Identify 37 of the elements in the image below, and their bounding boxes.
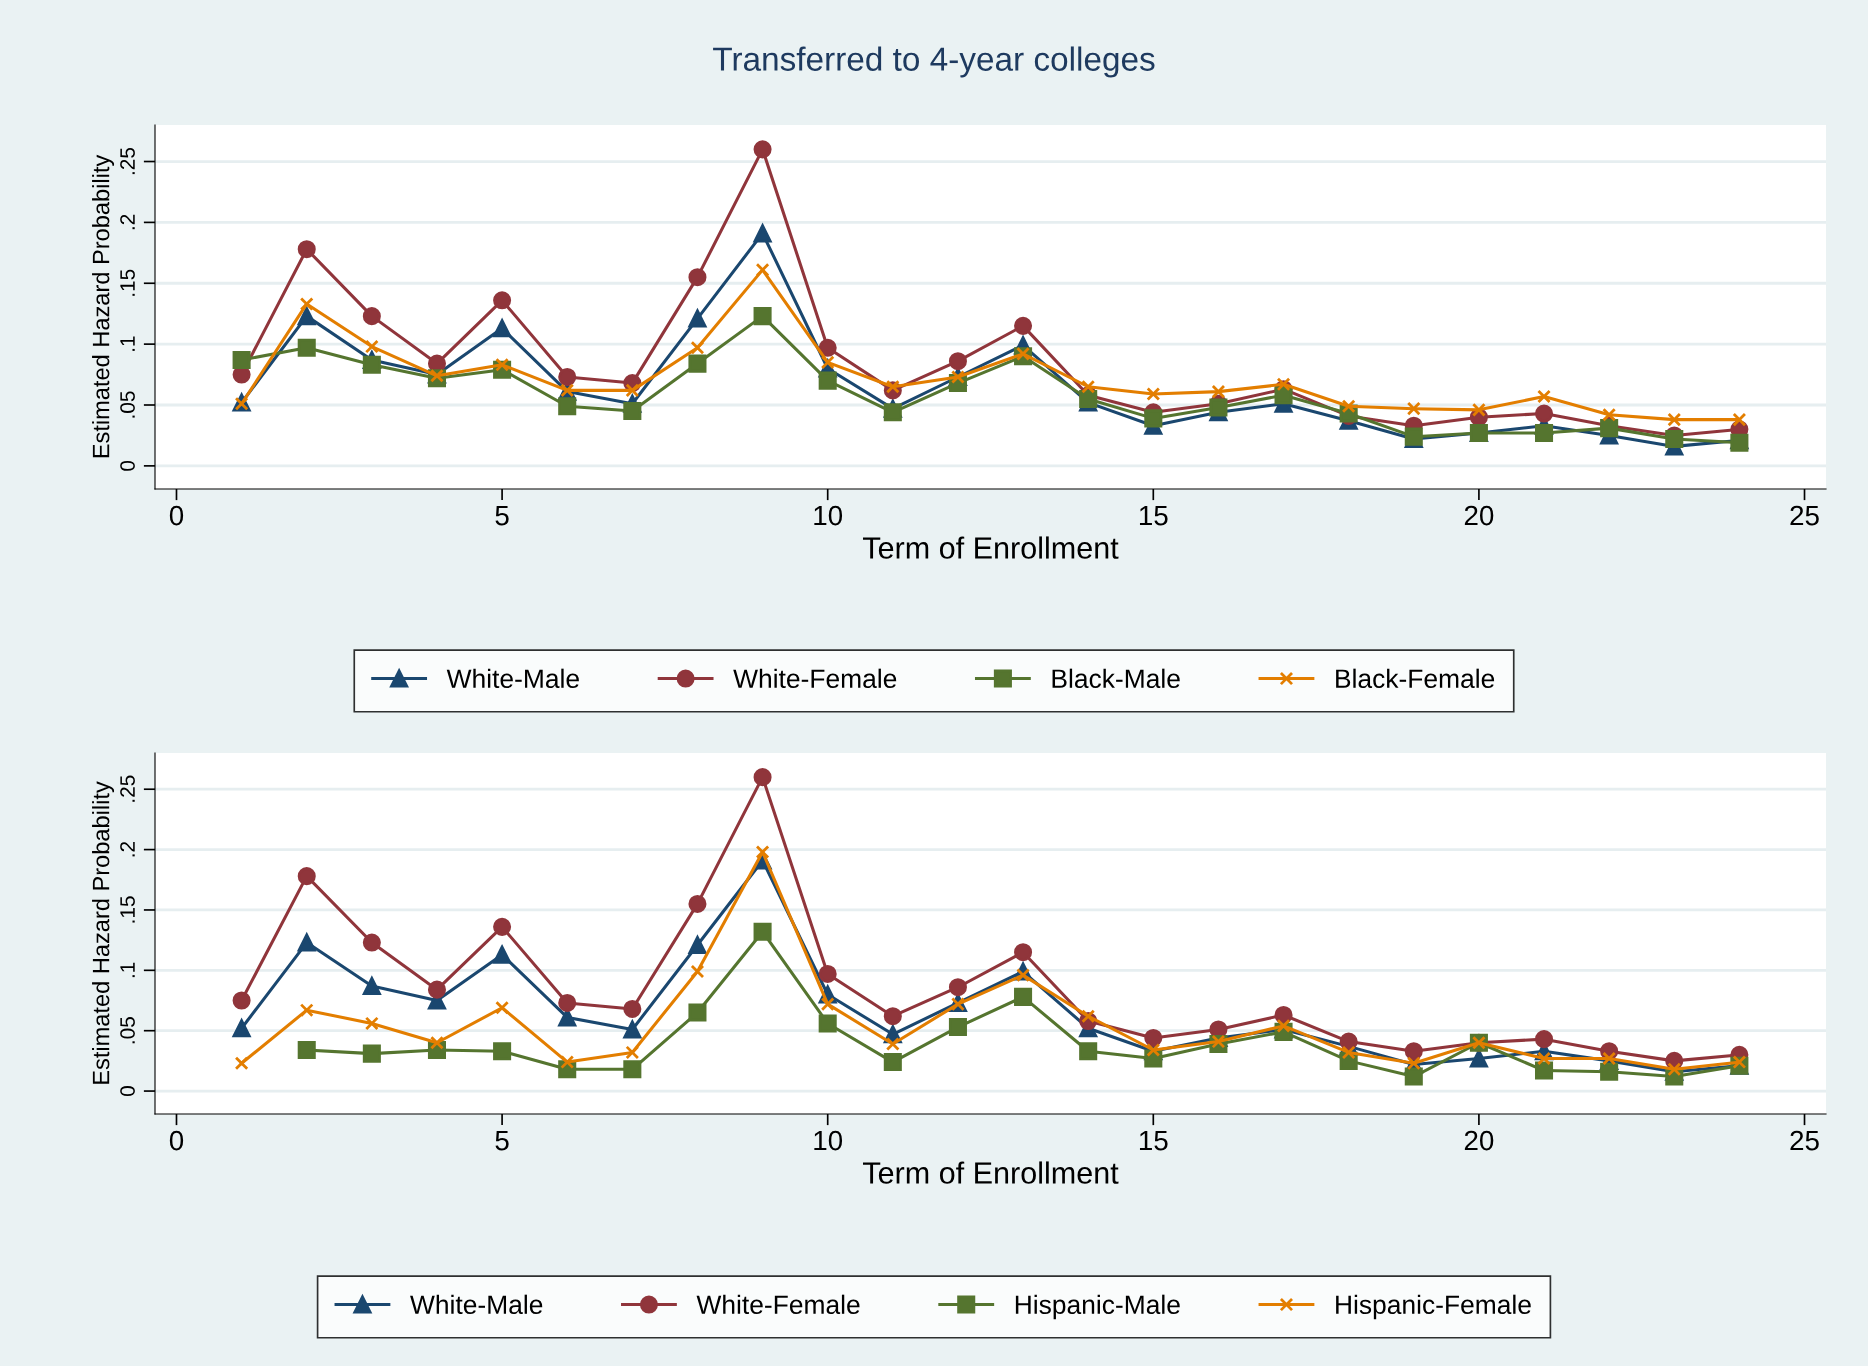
y-tick-label: .2 <box>120 841 135 857</box>
legend-label: Black-Female <box>1336 668 1495 689</box>
legend-label: Hispanic-Female <box>1336 1294 1531 1320</box>
legend-label: White-Male <box>446 668 579 689</box>
x-tick-label: 0 <box>169 505 184 526</box>
y-tick-label: .05 <box>120 1017 135 1044</box>
x-tick-label: 5 <box>495 1130 509 1151</box>
y-tick-label: .1 <box>120 962 135 978</box>
y-tick-label: .15 <box>120 896 135 923</box>
x-tick-label: 25 <box>1790 505 1819 526</box>
x-tick-label: 15 <box>1139 505 1168 526</box>
y-tick-label: .1 <box>120 336 135 351</box>
x-tick-label: 20 <box>1464 505 1494 526</box>
y-tick-label: .2 <box>120 214 135 230</box>
y-axis-title: Estimated Hazard Probability <box>92 781 115 1084</box>
x-tick-label: 20 <box>1464 1130 1494 1151</box>
legend-label: White-Male <box>410 1294 543 1315</box>
y-tick-label: .25 <box>120 775 135 802</box>
chart-title: Transferred to 4-year colleges <box>713 46 1155 78</box>
x-tick-label: 10 <box>814 1130 843 1151</box>
legend-label: White-Female <box>696 1294 860 1315</box>
x-tick-label: 5 <box>495 505 509 526</box>
y-tick-label: 0 <box>120 460 135 471</box>
x-tick-label: 10 <box>814 505 843 526</box>
legend-label: Black-Male <box>1052 668 1180 689</box>
x-tick-label: 25 <box>1790 1130 1819 1151</box>
y-axis-title: Estimated Hazard Probability <box>92 154 115 458</box>
x-axis-title: Term of Enrollment <box>863 1161 1119 1184</box>
y-tick-label: 0 <box>120 1086 135 1097</box>
x-axis-title: Term of Enrollment <box>863 536 1119 559</box>
y-tick-label: .05 <box>120 391 135 418</box>
legend-label: White-Female <box>733 668 897 689</box>
y-tick-label: .15 <box>120 269 135 296</box>
y-tick-label: .25 <box>120 147 135 175</box>
x-tick-label: 0 <box>169 1130 184 1151</box>
x-tick-label: 15 <box>1139 1130 1168 1151</box>
legend-label: Hispanic-Male <box>1015 1294 1180 1320</box>
